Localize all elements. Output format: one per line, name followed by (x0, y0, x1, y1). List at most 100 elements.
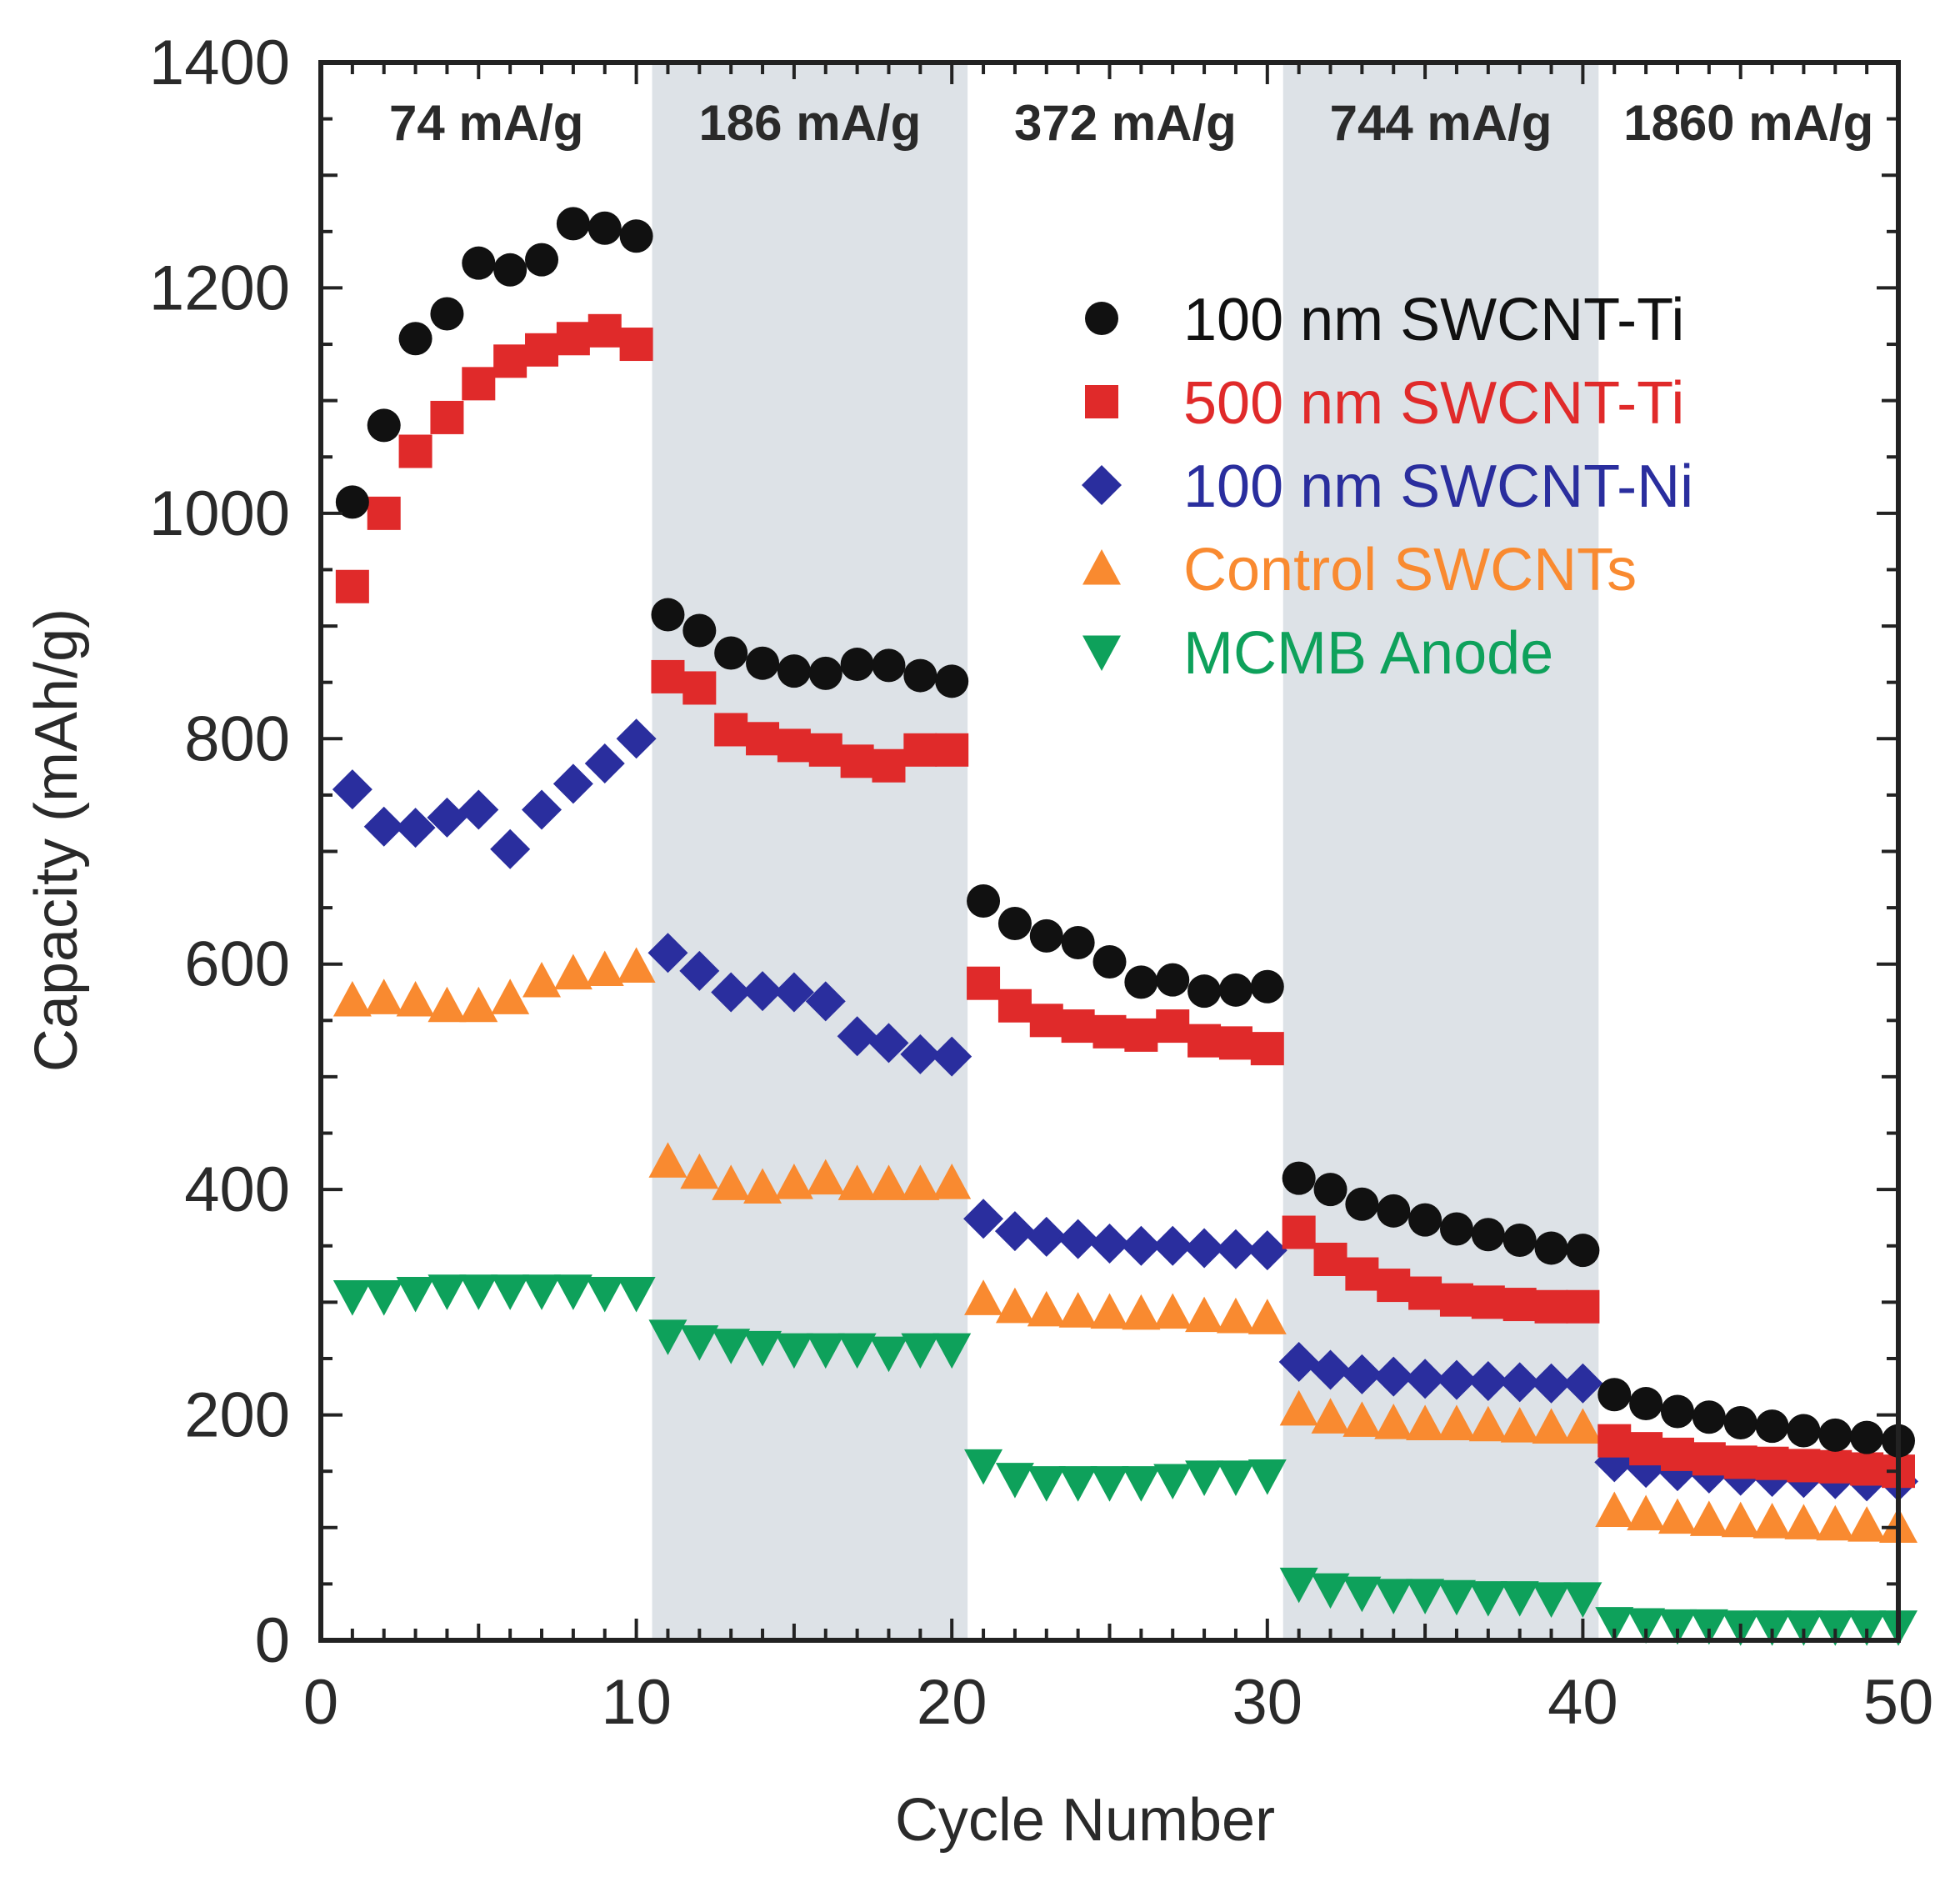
data-point (1250, 1032, 1284, 1066)
data-point (617, 1276, 656, 1313)
data-point (1723, 1406, 1758, 1440)
legend-marker (1085, 385, 1118, 418)
data-point (395, 808, 436, 848)
data-point (1499, 1362, 1540, 1403)
data-point (1658, 1609, 1697, 1645)
data-point (964, 1279, 1003, 1315)
data-point (619, 328, 653, 362)
data-point (522, 789, 562, 830)
data-point (805, 981, 846, 1022)
y-axis-title: Capacity (mAh/g) (23, 608, 90, 1072)
data-point (1627, 1608, 1666, 1644)
data-point (869, 1336, 908, 1373)
data-point (1184, 1228, 1225, 1269)
tick-labels: 0 10 20 30 40 50 0 200 400 600 800 1000 1200 1400 (149, 28, 1933, 1738)
data-point (1629, 1387, 1663, 1421)
data-point (427, 797, 468, 838)
data-point (648, 933, 688, 974)
data-point (363, 806, 404, 847)
data-point (900, 1034, 941, 1074)
series-diamond (332, 718, 1918, 1502)
data-point (1439, 1212, 1473, 1246)
current-rate-labels: 74 mA/g 186 mA/g 372 mA/g 744 mA/g 1860 mA/g (389, 95, 1873, 151)
data-point (837, 1016, 878, 1057)
data-point (364, 979, 403, 1014)
data-point (617, 947, 656, 983)
data-point (1437, 1404, 1476, 1440)
data-point (1247, 1230, 1288, 1271)
legend-marker (1082, 465, 1122, 505)
data-point (1310, 1349, 1351, 1390)
data-point (651, 598, 685, 632)
data-point (1816, 1504, 1855, 1541)
data-point (459, 1274, 498, 1310)
data-point (746, 646, 780, 680)
data-point (868, 1023, 909, 1064)
data-point (1816, 1610, 1855, 1646)
data-point (1061, 926, 1095, 960)
legend-marker (1082, 635, 1121, 671)
data-point (806, 1333, 845, 1369)
data-point (1408, 1203, 1442, 1237)
data-point (1818, 1418, 1852, 1452)
data-point (680, 1325, 719, 1361)
data-point (1185, 1460, 1224, 1496)
data-point (743, 1330, 782, 1367)
data-point (1566, 1234, 1600, 1268)
current-rate-regions (652, 63, 1599, 1640)
data-point (556, 322, 590, 356)
data-point (1026, 1216, 1067, 1257)
x-axis-title: Cycle Number (895, 1787, 1275, 1854)
data-point (1689, 1500, 1728, 1536)
data-point (556, 207, 590, 241)
data-point (1216, 1460, 1255, 1496)
rate-label: 744 mA/g (1330, 95, 1552, 151)
data-point (1787, 1414, 1821, 1448)
data-point (680, 1153, 719, 1189)
data-point (998, 989, 1032, 1023)
x-tick-label: 50 (1863, 1667, 1934, 1738)
data-point (1566, 1289, 1600, 1324)
data-point (1500, 1581, 1539, 1617)
data-point (1188, 974, 1222, 1009)
data-point (1598, 1424, 1632, 1458)
legend-item: MCMB Anode (1082, 620, 1553, 687)
data-point (901, 1333, 940, 1369)
data-point (1784, 1610, 1823, 1646)
data-point (1345, 1257, 1379, 1291)
data-point (1058, 1219, 1098, 1259)
data-point (964, 1449, 1003, 1485)
data-point (552, 763, 593, 804)
data-point (714, 636, 748, 670)
data-point (838, 1164, 877, 1200)
rate-label: 186 mA/g (698, 95, 921, 151)
data-point (490, 828, 531, 869)
data-point (1029, 1004, 1063, 1038)
data-point (1218, 1026, 1252, 1060)
data-point (774, 1333, 813, 1369)
data-point (396, 1276, 435, 1313)
data-point (711, 972, 752, 1013)
data-point (430, 297, 464, 331)
data-point (1248, 1299, 1287, 1334)
legend: 100 nm SWCNT-Ti 500 nm SWCNT-Ti 100 nm SWC… (1082, 287, 1693, 687)
data-point (553, 954, 592, 990)
data-point (1531, 1363, 1572, 1404)
data-point (838, 1333, 877, 1369)
data-point (1692, 1400, 1726, 1434)
data-point (932, 1333, 972, 1369)
rate-label: 1860 mA/g (1623, 95, 1873, 151)
data-point (932, 1164, 972, 1199)
data-point (1092, 945, 1127, 979)
data-point (1406, 1404, 1445, 1440)
legend-label: 100 nm SWCNT-Ni (1183, 453, 1693, 520)
data-point (1660, 1394, 1694, 1429)
x-tick-label: 30 (1232, 1667, 1303, 1738)
data-point (935, 664, 969, 698)
data-point (1848, 1610, 1887, 1646)
data-point (1058, 1292, 1098, 1328)
data-point (1850, 1420, 1884, 1454)
data-point (872, 748, 906, 783)
data-point (1374, 1404, 1413, 1439)
